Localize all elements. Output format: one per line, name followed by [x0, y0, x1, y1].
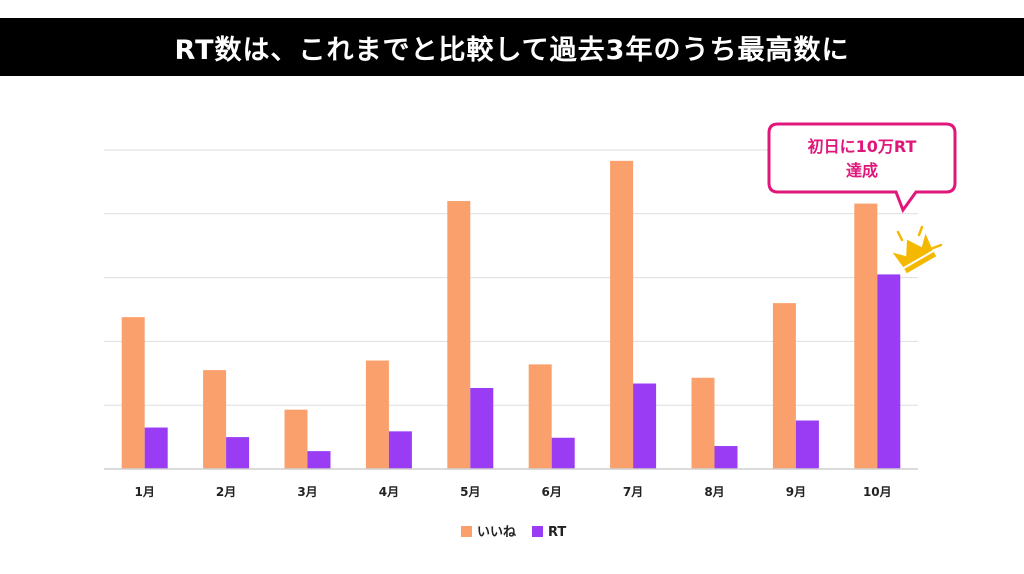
x-tick-label: 5月 — [460, 485, 480, 499]
callout-bubble: 初日に10万RT 達成 — [767, 122, 957, 214]
legend: いいね RT — [461, 525, 566, 540]
bar-rt — [226, 437, 250, 469]
page-title: RT数は、これまでと比較して過去3年のうち最高数に — [174, 34, 850, 66]
chart-bars — [121, 160, 901, 470]
x-axis-ticks: 1月 2月 3月 4月 5月 6月 7月 8月 9月 10月 — [135, 485, 892, 499]
x-tick-label: 6月 — [542, 485, 562, 499]
bar-likes — [610, 160, 634, 469]
bar-likes — [121, 317, 145, 469]
bar-rt — [633, 383, 657, 469]
x-tick-label: 8月 — [704, 485, 724, 499]
bar-rt — [388, 431, 412, 469]
bar-likes — [365, 360, 389, 469]
legend-label-rt: RT — [548, 525, 566, 540]
callout-line1: 初日に10万RT — [808, 137, 917, 156]
bar-likes — [854, 203, 878, 470]
bar-likes — [447, 201, 471, 470]
bar-rt — [877, 274, 901, 469]
bar-rt — [795, 420, 819, 469]
x-tick-label: 3月 — [297, 485, 317, 499]
bar-rt — [144, 427, 168, 469]
title-bar: RT数は、これまでと比較して過去3年のうち最高数に — [0, 18, 1024, 76]
legend-label-likes: いいね — [477, 525, 516, 540]
bar-rt — [470, 387, 494, 469]
bar-likes — [691, 377, 715, 469]
bar-rt — [307, 451, 331, 469]
bar-rt — [714, 446, 738, 469]
x-tick-label: 2月 — [216, 485, 236, 499]
x-tick-label: 4月 — [379, 485, 399, 499]
legend-swatch-rt — [532, 526, 543, 537]
bar-likes — [772, 303, 796, 469]
crown-icon — [892, 233, 937, 274]
callout-shape — [767, 122, 957, 214]
bar-likes — [203, 370, 227, 469]
legend-swatch-likes — [461, 526, 472, 537]
x-tick-label: 1月 — [135, 485, 155, 499]
sparkle-icon — [896, 225, 943, 250]
callout-line2: 達成 — [846, 161, 878, 180]
bar-rt — [551, 437, 575, 469]
x-tick-label: 7月 — [623, 485, 643, 499]
x-tick-label: 10月 — [863, 485, 892, 499]
bar-likes — [284, 409, 308, 469]
x-tick-label: 9月 — [786, 485, 806, 499]
bar-likes — [528, 364, 552, 469]
